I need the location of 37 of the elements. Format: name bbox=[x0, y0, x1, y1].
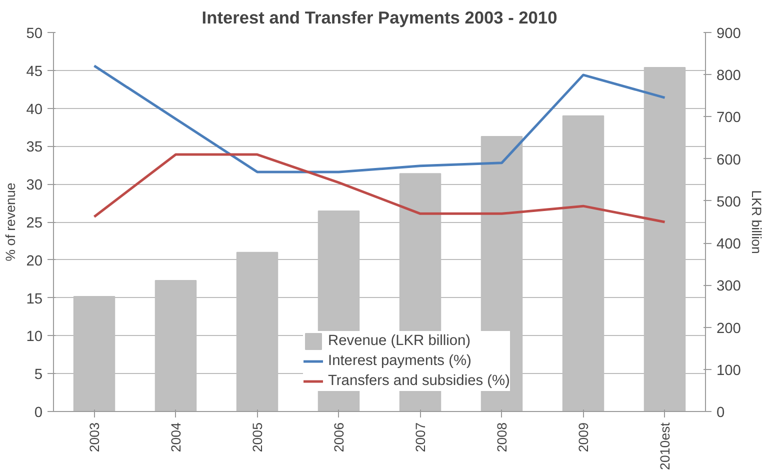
x-tick-label: 2004 bbox=[168, 422, 184, 452]
y-tick-label: 30 bbox=[26, 178, 43, 194]
y2-tick-label: 400 bbox=[716, 236, 741, 253]
y2-tick-label: 600 bbox=[716, 152, 741, 168]
x-tick-label: 2010est bbox=[657, 422, 672, 470]
legend-label: Transfers and subsidies (%) bbox=[328, 373, 510, 389]
chart-title: Interest and Transfer Payments 2003 - 2010 bbox=[202, 8, 558, 28]
y2-tick-label: 200 bbox=[716, 320, 741, 337]
y-tick-label: 45 bbox=[26, 64, 43, 80]
y2-tick-label: 900 bbox=[716, 26, 741, 42]
y-tick-label: 25 bbox=[26, 216, 43, 232]
y2-tick-label: 800 bbox=[716, 68, 741, 84]
y-tick-label: 15 bbox=[26, 291, 43, 308]
y2-tick-label: 500 bbox=[716, 194, 741, 210]
y-tick-label: 40 bbox=[26, 102, 43, 118]
y-tick-label: 20 bbox=[26, 253, 43, 270]
x-tick-label: 2003 bbox=[86, 422, 102, 452]
x-tick-label: 2009 bbox=[576, 422, 591, 452]
x-tick-label: 2008 bbox=[494, 422, 510, 452]
y-tick-label: 0 bbox=[34, 405, 43, 421]
y-tick-label: 50 bbox=[26, 26, 43, 42]
legend-label: Interest payments (%) bbox=[328, 353, 472, 369]
x-tick-label: 2007 bbox=[412, 422, 428, 452]
y-tick-label: 5 bbox=[34, 367, 43, 384]
line-series bbox=[93, 153, 666, 224]
x-tick-label: 2006 bbox=[331, 422, 346, 452]
y2-axis-title: LKR billion bbox=[748, 190, 764, 254]
y2-tick-label: 700 bbox=[716, 110, 741, 126]
y-axis-title: % of revenue bbox=[3, 182, 18, 262]
y-tick-label: 10 bbox=[26, 329, 43, 346]
y2-tick-label: 0 bbox=[716, 405, 725, 421]
y-tick-label: 35 bbox=[26, 140, 43, 156]
x-tick-label: 2005 bbox=[250, 422, 265, 452]
legend-label: Revenue (LKR billion) bbox=[328, 333, 471, 349]
y2-tick-label: 100 bbox=[716, 362, 741, 379]
line-series bbox=[93, 64, 666, 174]
y2-tick-label: 300 bbox=[716, 278, 741, 295]
